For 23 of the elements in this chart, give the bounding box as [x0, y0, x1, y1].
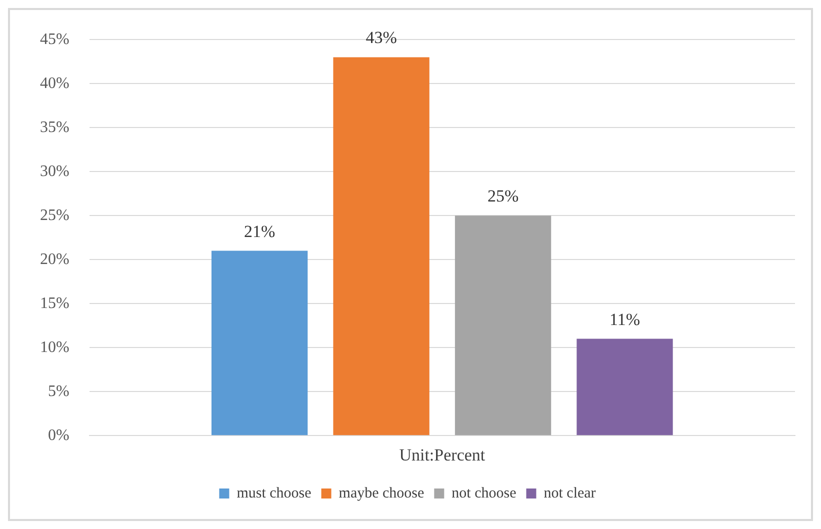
x-tick-label: Unit:Percent — [399, 445, 486, 464]
legend-label: not choose — [452, 485, 517, 502]
legend-label: not clear — [544, 485, 596, 502]
y-tick-label: 45% — [40, 30, 70, 48]
data-label: 43% — [366, 28, 397, 48]
legend-label: maybe choose — [338, 485, 425, 502]
y-tick-label: 15% — [40, 294, 70, 312]
data-label: 25% — [487, 186, 519, 206]
y-tick-label: 5% — [48, 382, 70, 400]
y-tick-label: 30% — [40, 162, 70, 180]
y-tick-label: 35% — [40, 118, 70, 136]
data-label: 11% — [609, 310, 640, 329]
y-tick-label: 40% — [40, 74, 70, 92]
bar — [211, 250, 308, 436]
bar — [576, 338, 673, 436]
data-label: 21% — [244, 222, 276, 241]
y-tick-label: 25% — [40, 206, 70, 224]
legend-label: must choose — [236, 485, 312, 502]
bar — [454, 216, 552, 436]
y-tick-label: 0% — [48, 426, 70, 444]
y-tick-label: 20% — [40, 250, 70, 268]
y-tick-label: 10% — [40, 338, 70, 356]
bar — [333, 57, 430, 436]
